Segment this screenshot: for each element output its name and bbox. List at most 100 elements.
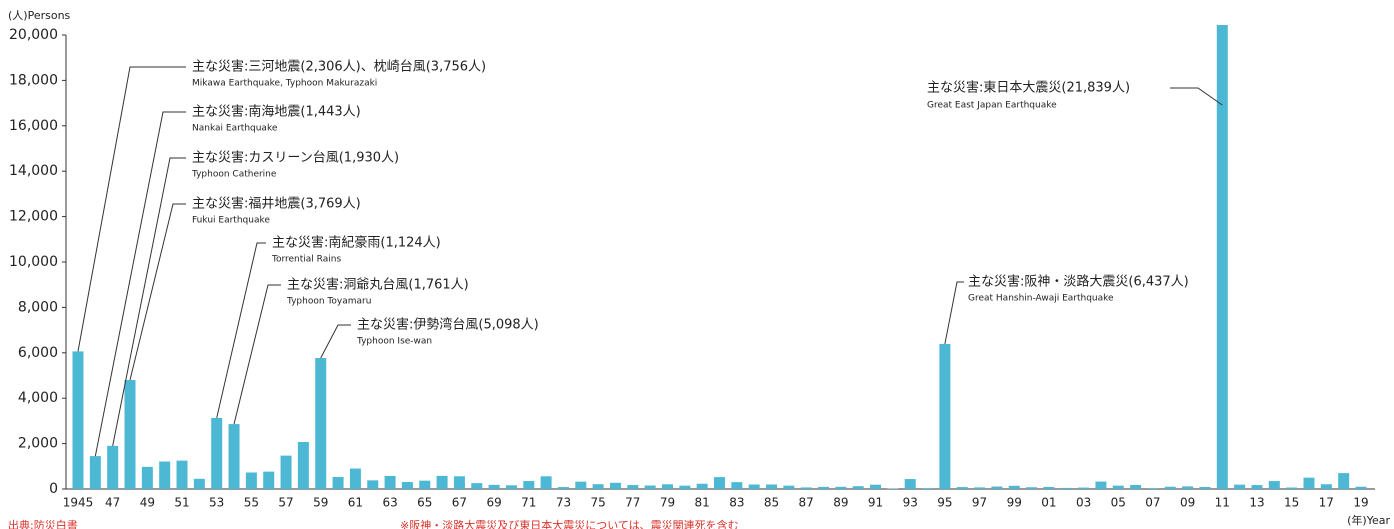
bar [1026,487,1038,489]
x-tick-label: 61 [348,496,363,510]
x-tick-label: 57 [278,496,293,510]
x-tick-label: 99 [1007,496,1022,510]
y-tick-label: 10,000 [9,254,58,270]
bar [679,485,691,489]
bar [471,483,483,489]
annotation: 主な災害:東日本大震災(21,839人) [927,80,1130,96]
annotation: 主な災害:福井地震(3,769人) [192,196,361,212]
x-tick-label: 81 [695,496,710,510]
y-tick-label: 8,000 [18,299,58,315]
bar [592,484,604,489]
x-tick-label: 69 [486,496,501,510]
bar [523,481,535,489]
y-tick-label: 4,000 [18,390,58,406]
x-tick-label: 85 [764,496,779,510]
source-note: 出典:防災白書 [8,518,78,529]
x-tick-label: 77 [625,496,640,510]
bar [1112,485,1124,489]
annotation: 主な災害:伊勢湾台風(5,098人) [357,317,539,333]
bar [245,472,257,489]
x-tick-label: 59 [313,496,328,510]
bar [1008,485,1020,489]
bar [1268,481,1280,489]
y-tick-label: 0 [49,481,58,497]
x-tick-label: 95 [937,496,952,510]
bar [1164,486,1176,489]
leader-line [320,324,351,359]
x-tick-label: 75 [590,496,605,510]
annotation: 主な災害:南紀豪雨(1,124人) [272,235,441,251]
bar [766,484,778,489]
bar [1338,473,1350,489]
annotation-sub: Torrential Rains [271,255,341,265]
x-tick-label: 71 [521,496,536,510]
bar [1060,487,1072,489]
bar [107,445,119,489]
x-tick-label: 63 [382,496,397,510]
bar [661,484,673,489]
annotation: 主な災害:南海地震(1,443人) [192,104,361,120]
bar [1182,486,1194,489]
x-tick-label: 13 [1249,496,1264,510]
annotation-sub: Fukui Earthquake [192,216,270,226]
bar [1078,487,1090,489]
x-tick-label: 97 [972,496,987,510]
bar [1199,486,1211,489]
bar [696,483,708,489]
bar [349,468,361,489]
annotation: 主な災害:カスリーン台風(1,930人) [192,150,399,166]
bar [315,358,327,489]
bar [1147,488,1159,489]
bar [1130,484,1142,489]
leader-line [233,284,281,425]
y-tick-label: 20,000 [9,27,58,43]
bar [1355,486,1367,489]
x-tick-label: 03 [1076,496,1091,510]
bar [436,475,448,489]
bar [922,488,934,489]
y-tick-label: 12,000 [9,209,58,225]
bar [835,486,847,489]
bar [904,479,916,489]
bar [609,482,621,489]
leader-line [1170,87,1223,106]
leader-line [129,203,186,381]
x-tick-label: 65 [417,496,432,510]
x-tick-label: 87 [799,496,814,510]
bar [263,471,275,489]
x-tick-label: 47 [105,496,120,510]
bar [89,456,101,489]
x-tick-label: 1945 [63,496,94,510]
bar [1234,484,1246,489]
annotation: 主な災害:阪神・淡路大震災(6,437人) [968,274,1189,290]
x-tick-label: 11 [1215,496,1230,510]
bar [956,487,968,489]
y-tick-label: 2,000 [18,436,58,452]
y-tick-label: 14,000 [9,163,58,179]
x-tick-label: 49 [140,496,155,510]
x-tick-label: 19 [1353,496,1368,510]
leader-line [944,281,964,345]
bar [557,487,569,489]
bar [1320,484,1332,489]
bar [870,484,882,489]
annotation: 主な災害:洞爺丸台風(1,761人) [287,277,469,293]
y-tick-label: 6,000 [18,345,58,361]
x-tick-label: 55 [244,496,259,510]
leader-line [94,111,186,457]
bar [974,487,986,489]
footnote: ※阪神・淡路大震災及び東日本大震災については、震災関連死を含む [400,518,739,529]
bar [419,480,431,489]
bar [800,487,812,489]
bar [783,485,795,489]
bar [367,480,379,489]
x-tick-label: 09 [1180,496,1195,510]
bar [818,486,830,489]
x-tick-label: 01 [1041,496,1056,510]
bar [72,351,84,489]
bar [1303,477,1315,489]
bar [384,475,396,489]
y-tick-label: 18,000 [9,72,58,88]
bar [1216,25,1228,490]
